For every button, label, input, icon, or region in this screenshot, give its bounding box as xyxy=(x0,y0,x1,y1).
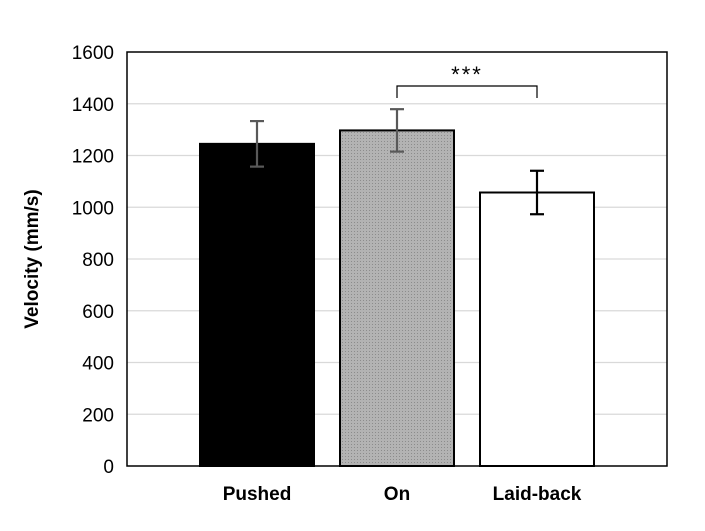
bar-on xyxy=(339,129,455,467)
y-tick-label: 800 xyxy=(82,250,114,271)
plot-frame xyxy=(126,51,668,467)
x-tick-label: Laid-back xyxy=(493,484,582,505)
y-axis-title: Velocity (mm/s) xyxy=(22,189,43,328)
significance-label: *** xyxy=(451,62,483,87)
y-tick-label: 0 xyxy=(103,457,114,478)
significance-bracket-line xyxy=(396,85,538,98)
y-tick-label: 1400 xyxy=(72,95,114,116)
bar-laid-back xyxy=(479,191,595,467)
y-tick-labels: 0 200 400 600 800 1000 1200 1400 1600 xyxy=(72,43,114,478)
y-tick-label: 400 xyxy=(82,354,114,375)
y-tick-label: 1200 xyxy=(72,147,114,168)
x-tick-labels: Pushed On Laid-back xyxy=(223,484,582,505)
x-tick-label: Pushed xyxy=(223,484,292,505)
bars xyxy=(199,129,595,467)
y-tick-label: 200 xyxy=(82,405,114,426)
x-tick-label: On xyxy=(384,484,410,505)
significance-bracket: *** xyxy=(396,62,538,98)
error-bars xyxy=(250,108,544,216)
bar-pushed xyxy=(199,142,315,467)
y-tick-label: 1000 xyxy=(72,198,114,219)
y-tick-label: 1600 xyxy=(72,43,114,64)
y-tick-label: 600 xyxy=(82,302,114,323)
